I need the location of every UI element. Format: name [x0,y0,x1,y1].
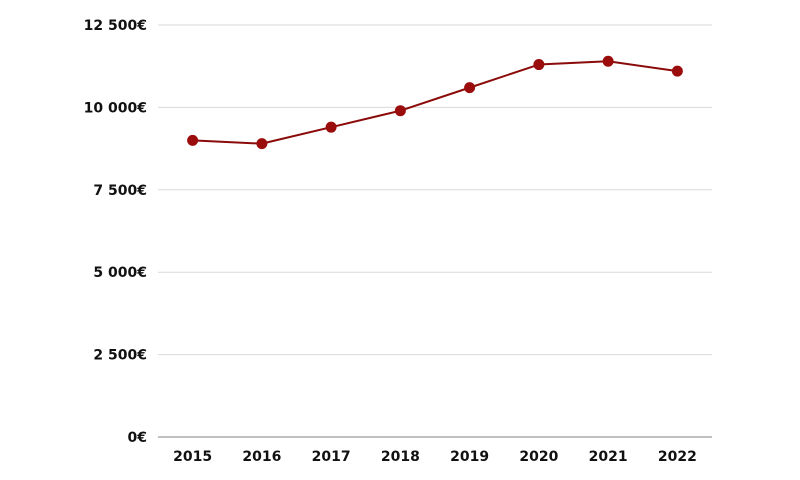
data-point [533,59,545,71]
x-axis-tick-labels: 2015 2016 2017 2018 2019 2020 2021 2022 [173,449,697,465]
y-tick-label: 12 500€ [84,18,147,34]
x-tick-label: 2022 [658,449,697,465]
x-tick-label: 2019 [450,449,489,465]
y-tick-label: 0€ [128,430,147,446]
data-series [187,55,683,150]
data-point [325,121,337,133]
gridlines [158,24,712,438]
y-tick-label: 7 500€ [93,183,147,199]
x-tick-label: 2015 [173,449,212,465]
y-tick-label: 5 000€ [93,265,147,281]
x-tick-label: 2018 [381,449,420,465]
y-axis-tick-labels: 0€ 2 500€ 5 000€ 7 500€ 10 000€ 12 500€ [84,18,147,446]
x-tick-label: 2016 [242,449,281,465]
data-point [464,82,476,94]
x-tick-label: 2017 [312,449,351,465]
series-line [192,60,678,145]
data-point [602,55,614,67]
data-point [256,138,268,150]
data-point [394,105,406,117]
x-tick-label: 2021 [589,449,628,465]
y-tick-label: 2 500€ [93,348,147,364]
y-tick-label: 10 000€ [84,100,147,116]
data-point [671,65,683,77]
x-tick-label: 2020 [519,449,558,465]
data-point [187,134,199,146]
